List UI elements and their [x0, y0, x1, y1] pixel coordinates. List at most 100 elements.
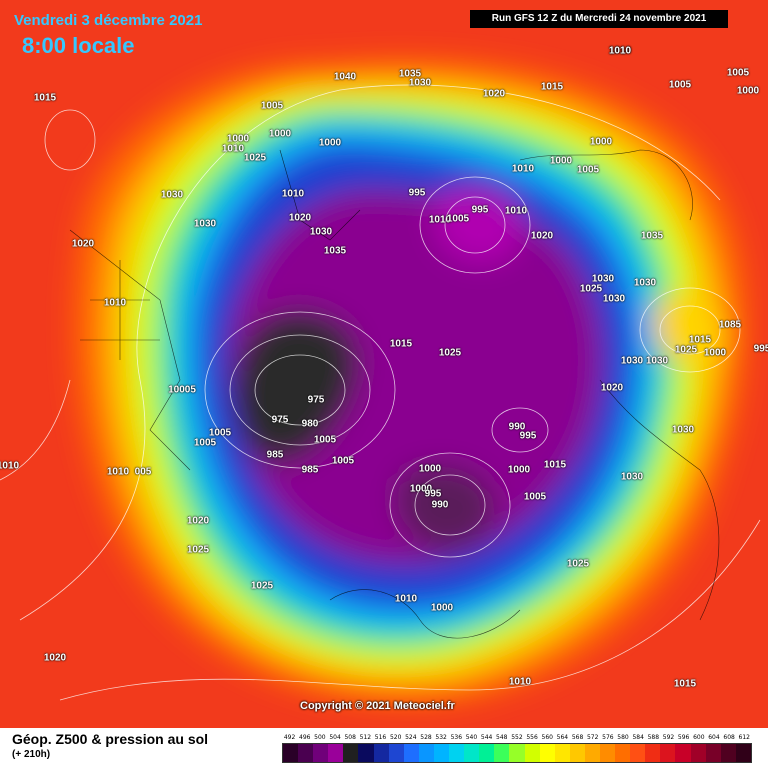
isobar-pressure-label: 005	[134, 466, 152, 478]
isobar-pressure-label: 1000	[318, 137, 342, 149]
isobar-pressure-label: 975	[307, 394, 325, 406]
isobar-pressure-label: 1000	[226, 133, 250, 145]
scale-swatch	[343, 744, 359, 762]
isobar-pressure-label: 985	[301, 464, 319, 476]
isobar-pressure-label: 1005	[260, 100, 284, 112]
scale-swatch	[720, 744, 736, 762]
isobar-pressure-label: 1000	[703, 347, 727, 359]
isobar-pressure-label: 1005	[668, 79, 692, 91]
isobar-pressure-label: 1030	[309, 226, 333, 238]
scale-swatch	[615, 744, 631, 762]
scale-ticks: 492 496 500 504 508 512 516 520 524 528 532 536 540 5…	[282, 733, 752, 743]
isobar-pressure-label: 1000	[507, 464, 531, 476]
scale-swatch	[283, 744, 299, 762]
isobar-pressure-label: 995	[753, 343, 768, 355]
scale-tick: 540	[465, 734, 478, 741]
scale-swatch	[388, 744, 404, 762]
isobar-pressure-label: 1020	[600, 382, 624, 394]
isobar-pressure-label: 1025	[250, 580, 274, 592]
geopotential-field	[0, 58, 761, 706]
scale-swatch	[675, 744, 691, 762]
scale-swatch	[328, 744, 344, 762]
isobar-pressure-label: 1030	[620, 471, 644, 483]
scale-swatch	[464, 744, 480, 762]
isobar-pressure-label: 1010	[608, 45, 632, 57]
scale-swatch	[705, 744, 721, 762]
isobar-pressure-label: 1000	[409, 483, 433, 495]
isobar-pressure-label: 1035	[398, 68, 422, 80]
scale-tick: 584	[632, 734, 644, 741]
scale-tick: 592	[662, 734, 675, 741]
scale-swatch	[479, 744, 495, 762]
scale-tick: 588	[647, 734, 660, 741]
isobar-pressure-label: 1005	[193, 437, 217, 449]
scale-tick: 492	[283, 734, 296, 741]
scale-swatch	[539, 744, 555, 762]
isobar-pressure-label: 1015	[688, 334, 712, 346]
isobar-pressure-label: 1020	[482, 88, 506, 100]
isobar-pressure-label: 1025	[438, 347, 462, 359]
scale-tick: 572	[586, 734, 599, 741]
scale-tick: 544	[480, 734, 493, 741]
scale-tick: 580	[617, 734, 629, 741]
isobar-pressure-label: 1015	[543, 459, 567, 471]
scale-swatch	[630, 744, 646, 762]
isobar-pressure-label: 1000	[268, 128, 292, 140]
color-scale: 492 496 500 504 508 512 516 520 524 528 532 536 540 5…	[282, 733, 752, 763]
weather-map	[0, 58, 761, 706]
isobar-pressure-label: 1020	[43, 652, 67, 664]
isobar-pressure-label: 1040	[333, 71, 357, 83]
isobar-pressure-label: 1010	[504, 205, 528, 217]
isobar-pressure-label: 1000	[589, 136, 613, 148]
scale-swatch	[313, 744, 329, 762]
scale-swatch	[599, 744, 616, 762]
isobar-pressure-label: 1030	[408, 77, 432, 89]
isobar-pressure-label: 1025	[579, 283, 603, 295]
isobar-pressure-label: 1085	[718, 319, 742, 331]
isobar-pressure-label: 1030	[645, 355, 669, 367]
isobar-pressure-label: 975	[271, 414, 289, 426]
scale-swatch	[524, 744, 540, 762]
isobar-pressure-label: 1030	[193, 218, 217, 230]
isobar-pressure-label: 1015	[540, 81, 564, 93]
isobar-pressure-label: 1035	[323, 245, 347, 257]
isobar-pressure-label: 1010	[0, 460, 20, 472]
isobar-pressure-label: 1025	[674, 344, 698, 356]
scale-tick: 568	[571, 734, 584, 741]
isobar-pressure-label: 1020	[530, 230, 554, 242]
isobar-pressure-label: 1010	[221, 143, 245, 155]
scale-tick: 524	[405, 734, 417, 741]
scale-tick: 612	[738, 734, 750, 741]
scale-swatch	[403, 744, 419, 762]
scale-tick: 504	[329, 734, 341, 741]
legend-subtitle: (+ 210h)	[12, 749, 51, 760]
isobar-pressure-label: 995	[424, 488, 442, 500]
legend-title: Géop. Z500 & pression au sol	[12, 731, 209, 747]
isobar-pressure-label: 1015	[673, 678, 697, 690]
isobar-pressure-label: 1010	[428, 214, 452, 226]
scale-swatches	[282, 743, 752, 763]
scale-tick: 576	[602, 734, 614, 741]
isobar-pressure-label: 1025	[186, 544, 210, 556]
scale-tick: 548	[496, 734, 508, 741]
isobar-pressure-label: 1000	[430, 602, 454, 614]
isobar-pressure-label: 1030	[620, 355, 644, 367]
isobar-pressure-label: 1020	[186, 515, 210, 527]
isobar-pressure-label: 1005	[331, 455, 355, 467]
isobar-pressure-label: 995	[471, 204, 489, 216]
scale-swatch	[645, 744, 661, 762]
scale-tick: 516	[374, 734, 387, 741]
isobar-pressure-label: 1005	[576, 164, 600, 176]
copyright: Copyright © 2021 Meteociel.fr	[300, 700, 455, 712]
isobar-pressure-label: 1015	[33, 92, 57, 104]
forecast-time: 8:00 locale	[22, 33, 135, 58]
isobar-pressure-label: 1030	[671, 424, 695, 436]
isobar-pressure-label: 1025	[243, 152, 267, 164]
isobar-pressure-label: 1025	[566, 558, 590, 570]
isobar-pressure-label: 1010	[106, 466, 130, 478]
isobar-pressure-label: 1030	[160, 189, 184, 201]
scale-tick: 608	[723, 734, 735, 741]
isobar-pressure-label: 1015	[389, 338, 413, 350]
scale-tick: 552	[511, 734, 523, 741]
run-info: Run GFS 12 Z du Mercredi 24 novembre 202…	[470, 10, 728, 28]
